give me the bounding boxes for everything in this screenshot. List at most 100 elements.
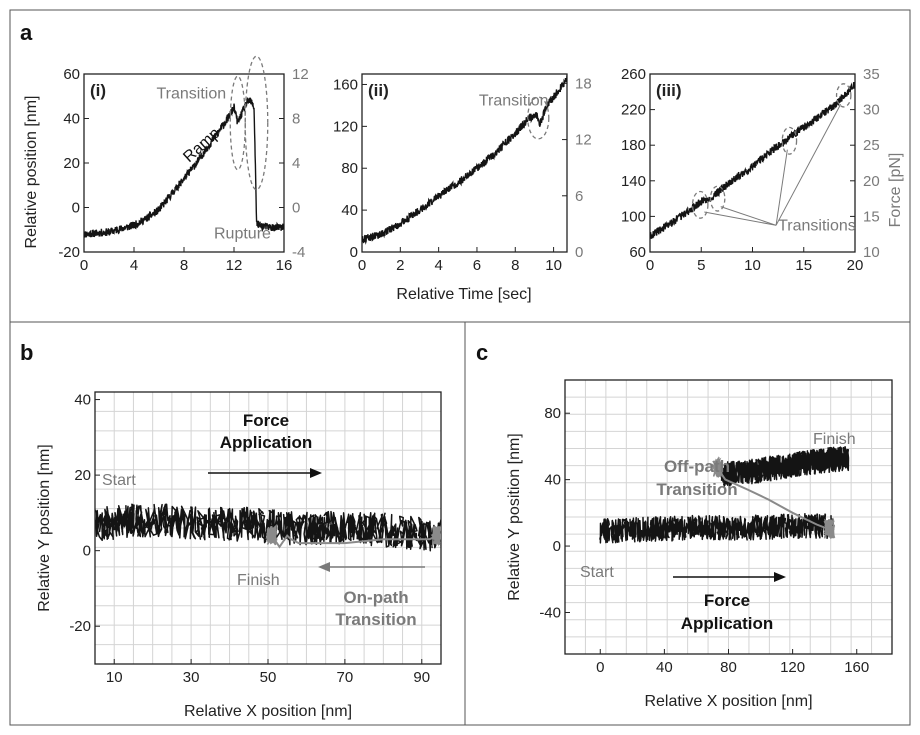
y-tick-label: 80 (341, 160, 358, 177)
annotation: Transition (157, 85, 227, 102)
y2-tick-label: 15 (863, 208, 880, 225)
transition-cluster (265, 523, 278, 546)
x-tick-label: 0 (646, 257, 654, 274)
y-tick-label: 220 (621, 102, 646, 119)
plot-box (361, 73, 568, 253)
annotation: Transitions (778, 218, 856, 235)
y2-tick-label: -4 (292, 244, 305, 261)
a-ylabel-left: Relative position [nm] (23, 96, 40, 249)
annotation-leader (775, 104, 842, 226)
y2-tick-label: 20 (863, 173, 880, 190)
force-arrowhead (310, 468, 322, 478)
panel-letter-b: b (20, 340, 33, 365)
x-tick-label: 0 (596, 659, 604, 676)
y-tick-label: 40 (63, 111, 80, 128)
y2-tick-label: 0 (575, 244, 583, 261)
y2-tick-label: 6 (575, 188, 583, 205)
x-tick-label: 4 (434, 257, 442, 274)
plot-area (599, 446, 850, 544)
x-tick-label: 70 (337, 669, 354, 686)
x-tick-label: 0 (358, 257, 366, 274)
force-label: Force (243, 411, 289, 430)
series-line (362, 75, 567, 245)
force-label: Force (704, 591, 750, 610)
x-tick-label: 8 (511, 257, 519, 274)
y-tick-label: 140 (621, 173, 646, 190)
x-tick-label: 30 (183, 669, 200, 686)
panel-label: (i) (90, 81, 106, 100)
y2-tick-label: 25 (863, 137, 880, 154)
y-tick-label: 180 (621, 137, 646, 154)
y-tick-label: -40 (539, 604, 561, 621)
y2-tick-label: 12 (292, 66, 309, 83)
transition-cluster (712, 456, 724, 478)
annotation-leader (704, 211, 777, 226)
x-tick-label: 160 (844, 659, 869, 676)
x-tick-label: 16 (276, 257, 293, 274)
y2-tick-label: 18 (575, 75, 592, 92)
chart-b: 10 30 50 70 90 -20 0 20 40 Relative X position [n… (36, 391, 442, 720)
y2-tick-label: 10 (863, 244, 880, 261)
finish-label: Finish (813, 431, 856, 448)
y2-tick-label: 30 (863, 102, 880, 119)
x-tick-label: 4 (130, 257, 138, 274)
panel-a-frame (9, 9, 911, 323)
panel-letter-a: a (20, 20, 33, 45)
y-axis-label: Relative Y position [nm] (506, 433, 523, 601)
annotation: Ramp (180, 125, 223, 166)
chart-a-iii: 0 5 10 15 20 60 100 140 180 220 260 10 15 20 25 30 35 (ii… (621, 66, 880, 274)
annotation-leader (775, 149, 788, 226)
x-tick-label: 20 (847, 257, 864, 274)
plot-area (84, 96, 284, 238)
transition-path (716, 467, 830, 531)
x-tick-label: 120 (780, 659, 805, 676)
series-line (84, 96, 284, 238)
y-tick-label: 0 (72, 200, 80, 217)
annotation: Transition (479, 92, 549, 109)
transition-arrowhead (318, 562, 330, 572)
x-axis-label: Relative X position [nm] (184, 703, 352, 720)
plot-area (95, 503, 441, 552)
x-tick-label: 15 (795, 257, 812, 274)
x-tick-label: 5 (697, 257, 705, 274)
transition-label: Off-path (664, 457, 730, 476)
x-tick-label: 10 (106, 669, 123, 686)
x-tick-label: 40 (656, 659, 673, 676)
y2-tick-label: 0 (292, 200, 300, 217)
x-tick-label: 0 (80, 257, 88, 274)
y-tick-label: -20 (69, 618, 91, 635)
chart-a-ii: 0 2 4 6 8 10 0 40 80 120 160 0 6 12 18 (ii) Transition (333, 73, 592, 274)
x-tick-label: 6 (473, 257, 481, 274)
panel-c-frame (464, 321, 911, 726)
y-tick-label: 20 (63, 155, 80, 172)
force-arrowhead (774, 572, 786, 582)
annotation-leader (720, 206, 777, 226)
transition-ellipse (709, 185, 726, 212)
y-tick-label: 260 (621, 66, 646, 83)
transition-ellipse (244, 55, 269, 191)
x-tick-label: 8 (180, 257, 188, 274)
x-tick-label: 2 (396, 257, 404, 274)
a-xlabel: Relative Time [sec] (396, 286, 531, 303)
finish-label: Finish (237, 572, 280, 589)
transition-ellipse (691, 190, 709, 219)
x-tick-label: 12 (226, 257, 243, 274)
annotation: Rupture (214, 226, 271, 243)
y-tick-label: 160 (333, 76, 358, 93)
y-tick-label: 40 (544, 472, 561, 489)
transition-label: Transition (656, 480, 737, 499)
y-axis-label: Relative Y position [nm] (36, 444, 53, 612)
y-tick-label: 20 (74, 467, 91, 484)
y2-tick-label: 12 (575, 132, 592, 149)
x-tick-label: 80 (720, 659, 737, 676)
a-ylabel-right: Force [pN] (887, 153, 904, 228)
y-tick-label: -20 (58, 244, 80, 261)
plot-area (650, 82, 855, 239)
force-label: Application (220, 433, 313, 452)
y-tick-label: 0 (553, 538, 561, 555)
y-tick-label: 80 (544, 405, 561, 422)
transition-ellipse (835, 83, 852, 108)
y-tick-label: 0 (350, 244, 358, 261)
trajectory (599, 513, 835, 544)
